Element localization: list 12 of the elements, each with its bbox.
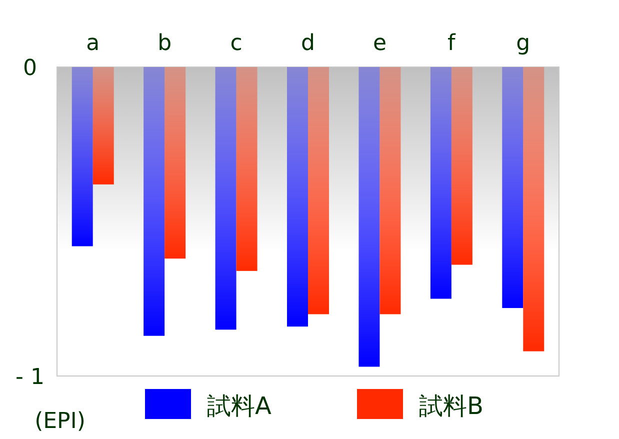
x-tick-label: a (86, 31, 100, 56)
x-tick-label: b (158, 31, 172, 56)
y-tick-label: - 1 (16, 365, 44, 390)
legend-label: 試料A (207, 392, 272, 420)
y-tick-label: 0 (23, 56, 37, 81)
legend-label: 試料B (419, 392, 484, 420)
x-tick-label: c (230, 31, 242, 56)
x-tick-label: g (516, 31, 530, 56)
x-tick-label: f (448, 31, 457, 56)
y-axis-title: (EPI) (34, 409, 86, 434)
x-tick-label: d (301, 31, 315, 56)
x-tick-label: e (372, 31, 386, 56)
